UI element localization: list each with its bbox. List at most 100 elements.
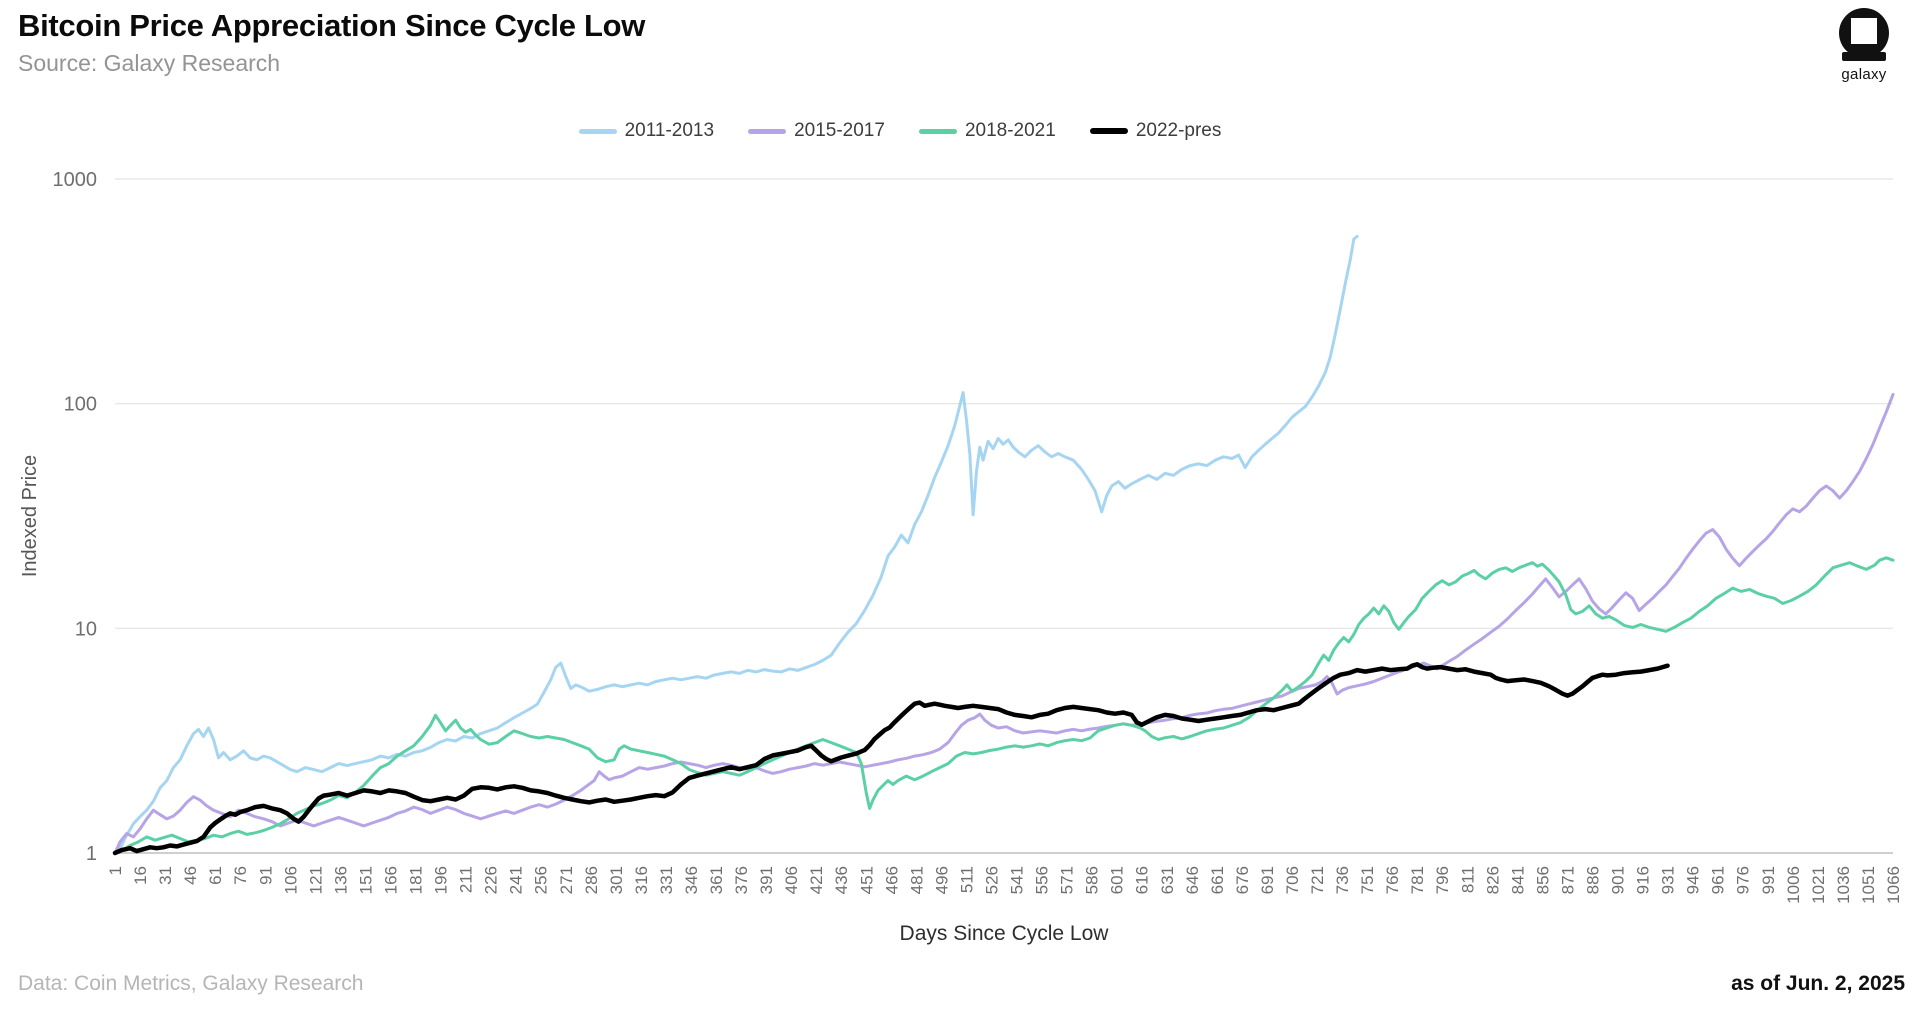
x-tick-label: 976 bbox=[1734, 866, 1753, 894]
x-tick-label: 271 bbox=[557, 866, 576, 894]
x-tick-label: 166 bbox=[381, 866, 400, 894]
x-tick-label: 706 bbox=[1283, 866, 1302, 894]
x-tick-label: 31 bbox=[156, 866, 175, 885]
series-line-2015-2017 bbox=[113, 392, 1895, 855]
x-tick-label: 841 bbox=[1508, 866, 1527, 894]
galaxy-logo-icon bbox=[1836, 8, 1892, 64]
x-tick-label: 286 bbox=[582, 866, 601, 894]
y-tick-label: 1000 bbox=[53, 169, 98, 191]
legend-label: 2022-pres bbox=[1135, 120, 1222, 141]
x-tick-label: 1066 bbox=[1884, 866, 1903, 904]
x-tick-label: 436 bbox=[832, 866, 851, 894]
x-tick-label: 1036 bbox=[1834, 866, 1853, 904]
legend-swatch-icon bbox=[1089, 127, 1128, 135]
x-tick-label: 76 bbox=[231, 866, 250, 885]
x-tick-label: 616 bbox=[1133, 866, 1152, 894]
x-tick-label: 721 bbox=[1308, 866, 1327, 894]
x-tick-label: 481 bbox=[907, 866, 926, 894]
x-tick-label: 211 bbox=[457, 866, 476, 893]
x-tick-label: 451 bbox=[857, 866, 876, 894]
x-tick-label: 1006 bbox=[1784, 866, 1803, 904]
x-tick-label: 541 bbox=[1008, 866, 1027, 894]
legend-item-2015-2017: 2015-2017 bbox=[748, 120, 885, 142]
x-tick-label: 466 bbox=[882, 866, 901, 894]
legend-label: 2011-2013 bbox=[624, 120, 715, 141]
legend-label: 2015-2017 bbox=[794, 120, 885, 141]
x-tick-label: 331 bbox=[657, 866, 676, 894]
x-tick-label: 916 bbox=[1634, 866, 1653, 894]
x-tick-label: 316 bbox=[632, 866, 651, 894]
x-tick-label: 151 bbox=[356, 866, 375, 894]
x-tick-label: 931 bbox=[1659, 866, 1678, 894]
x-tick-label: 61 bbox=[206, 866, 225, 885]
legend-item-2022-pres: 2022-pres bbox=[1089, 120, 1222, 142]
y-axis-title: Indexed Price bbox=[19, 455, 41, 577]
x-axis-title: Days Since Cycle Low bbox=[900, 922, 1110, 945]
x-tick-label: 526 bbox=[982, 866, 1001, 894]
chart-legend: 2011-2013 2015-2017 2018-2021 2022-pres bbox=[0, 120, 1800, 142]
page-title: Bitcoin Price Appreciation Since Cycle L… bbox=[18, 8, 646, 43]
legend-swatch-icon bbox=[748, 128, 787, 134]
x-tick-label: 91 bbox=[256, 866, 275, 885]
x-tick-label: 601 bbox=[1108, 866, 1127, 894]
series-line-2022-pres bbox=[112, 662, 1670, 856]
x-tick-label: 811 bbox=[1458, 866, 1477, 893]
x-tick-label: 1021 bbox=[1809, 866, 1828, 904]
x-tick-label: 241 bbox=[507, 866, 526, 894]
x-tick-label: 391 bbox=[757, 866, 776, 894]
x-tick-label: 631 bbox=[1158, 866, 1177, 894]
x-tick-label: 196 bbox=[432, 866, 451, 894]
data-attribution: Data: Coin Metrics, Galaxy Research bbox=[18, 972, 364, 995]
x-tick-label: 301 bbox=[607, 866, 626, 894]
x-tick-label: 121 bbox=[306, 866, 325, 894]
y-axis-tick-labels: 1000 100 10 1 bbox=[53, 169, 98, 865]
x-tick-label: 751 bbox=[1358, 866, 1377, 894]
x-tick-label: 781 bbox=[1408, 866, 1427, 894]
x-tick-label: 946 bbox=[1684, 866, 1703, 894]
x-tick-label: 856 bbox=[1533, 866, 1552, 894]
x-tick-label: 16 bbox=[131, 866, 150, 885]
galaxy-logo: galaxy bbox=[1824, 8, 1904, 83]
series-line-2011-2013 bbox=[113, 234, 1359, 855]
x-tick-label: 991 bbox=[1759, 866, 1778, 894]
x-tick-label: 961 bbox=[1709, 866, 1728, 894]
x-tick-label: 556 bbox=[1033, 866, 1052, 894]
as-of-date: as of Jun. 2, 2025 bbox=[1731, 972, 1905, 995]
legend-item-2018-2021: 2018-2021 bbox=[918, 120, 1056, 142]
legend-label: 2018-2021 bbox=[964, 120, 1056, 141]
x-tick-label: 586 bbox=[1083, 866, 1102, 894]
y-tick-label: 1 bbox=[86, 843, 97, 865]
x-tick-label: 1 bbox=[106, 866, 125, 875]
x-axis-tick-labels: 1 16 31 46 61 76 91 106 121 136 151 166 181 196 211 226… bbox=[106, 866, 1903, 904]
x-tick-label: 106 bbox=[281, 866, 300, 894]
x-tick-label: 691 bbox=[1258, 866, 1277, 894]
x-tick-label: 256 bbox=[532, 866, 551, 894]
gridlines bbox=[115, 178, 1893, 854]
x-tick-label: 571 bbox=[1058, 866, 1077, 894]
x-tick-label: 496 bbox=[932, 866, 951, 894]
y-tick-label: 10 bbox=[75, 618, 97, 640]
x-tick-label: 1051 bbox=[1859, 866, 1878, 904]
legend-item-2011-2013: 2011-2013 bbox=[578, 120, 715, 142]
x-tick-label: 766 bbox=[1383, 866, 1402, 894]
x-tick-label: 736 bbox=[1333, 866, 1352, 894]
x-tick-label: 361 bbox=[707, 866, 726, 894]
x-tick-label: 46 bbox=[181, 866, 200, 885]
page-subtitle: Source: Galaxy Research bbox=[18, 50, 281, 76]
y-tick-label: 100 bbox=[64, 394, 97, 416]
x-tick-label: 826 bbox=[1483, 866, 1502, 894]
x-tick-label: 661 bbox=[1208, 866, 1227, 894]
x-tick-label: 346 bbox=[682, 866, 701, 894]
x-tick-label: 886 bbox=[1583, 866, 1602, 894]
x-tick-label: 646 bbox=[1183, 866, 1202, 894]
x-tick-label: 136 bbox=[331, 866, 350, 894]
legend-swatch-icon bbox=[918, 128, 957, 134]
x-tick-label: 226 bbox=[482, 866, 501, 894]
x-tick-label: 511 bbox=[957, 866, 976, 893]
x-tick-label: 376 bbox=[732, 866, 751, 894]
x-tick-label: 406 bbox=[782, 866, 801, 894]
x-tick-label: 796 bbox=[1433, 866, 1452, 894]
x-tick-label: 421 bbox=[807, 866, 826, 894]
legend-swatch-icon bbox=[578, 128, 617, 134]
